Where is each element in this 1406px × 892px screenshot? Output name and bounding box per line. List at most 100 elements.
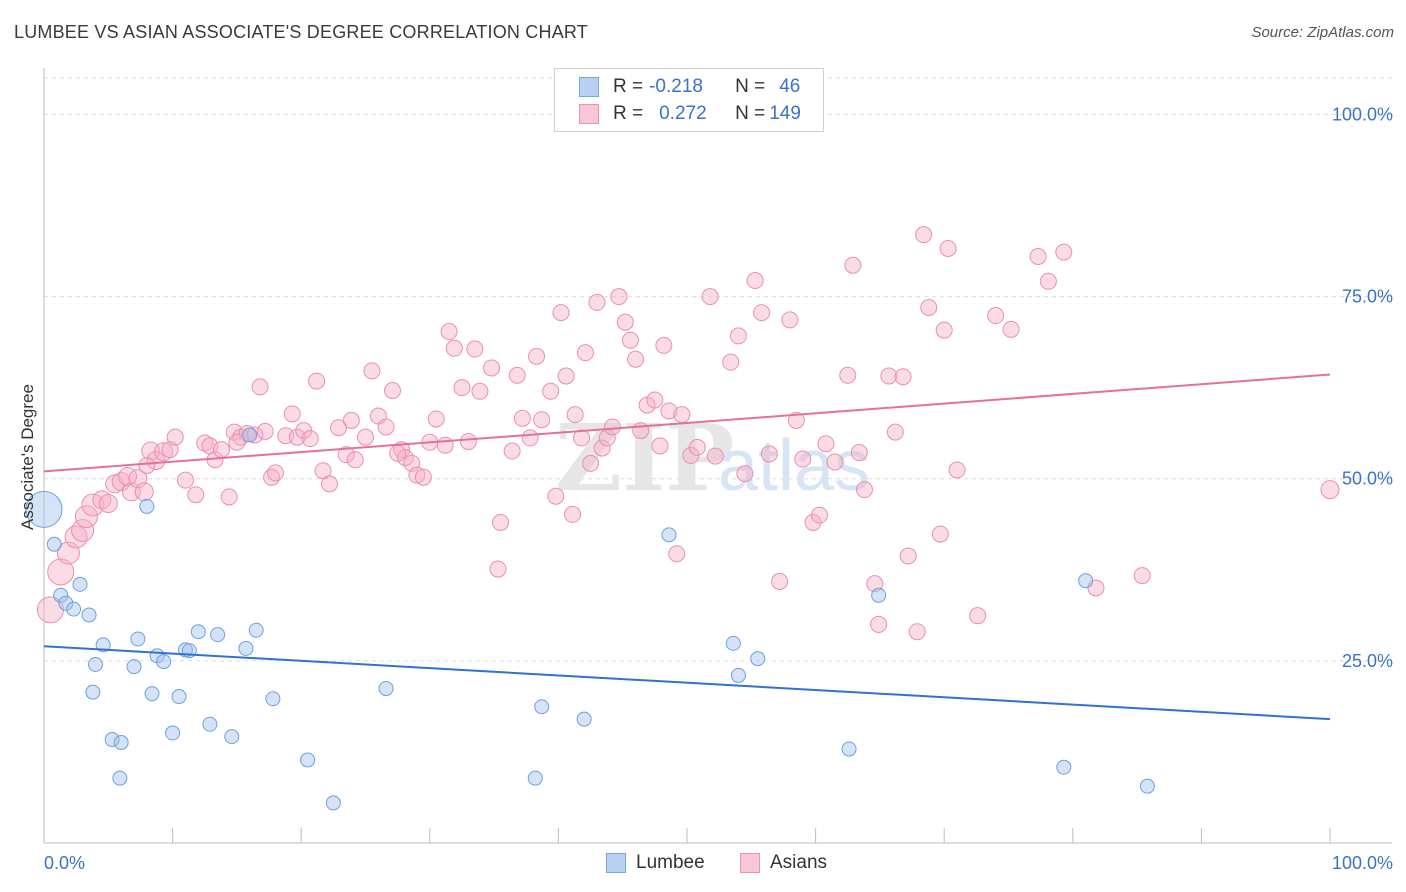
lumbee-point <box>242 427 258 443</box>
legend-n-label: N = <box>735 76 766 97</box>
asians-point <box>969 607 987 625</box>
series-lumbee-points <box>25 427 1155 811</box>
asians-r-value: 0.272 <box>659 103 707 124</box>
tick-labels: 25.0% 50.0% 75.0% 100.0% 0.0% 100.0% <box>44 104 1393 873</box>
asians-point <box>736 465 754 483</box>
asians-point <box>228 433 246 451</box>
asians-point <box>445 339 463 357</box>
asians-point <box>346 451 364 469</box>
lumbee-point <box>112 770 128 786</box>
asians-point <box>722 353 740 371</box>
asians-point <box>673 406 691 424</box>
lumbee-point <box>144 686 160 702</box>
lumbee-point <box>750 651 766 667</box>
asians-point <box>389 444 407 462</box>
stats-legend: R = -0.218 N = 46 R = 0.272 N = 149 <box>554 68 824 132</box>
asians-point <box>771 572 789 590</box>
lumbee-point <box>871 587 887 603</box>
asians-point <box>98 493 118 513</box>
asians-point <box>81 493 105 517</box>
legend-n-label: N = <box>735 103 766 124</box>
legend-r-label: R = <box>613 103 644 124</box>
asians-point <box>111 472 131 492</box>
lumbee-point <box>527 770 543 786</box>
asians-point <box>440 323 458 341</box>
asians-point <box>603 418 621 436</box>
asians-point <box>427 410 445 428</box>
asians-point <box>931 525 949 543</box>
asians-point <box>154 442 174 462</box>
y-tick-label: 50.0% <box>1342 469 1393 489</box>
asians-point <box>588 293 606 311</box>
asians-point <box>64 525 88 549</box>
lumbee-point <box>841 741 857 757</box>
lumbee-point <box>58 595 74 611</box>
asians-point <box>283 405 301 423</box>
asians-legend-swatch <box>740 853 760 873</box>
asians-point <box>646 391 664 409</box>
asians-point <box>166 428 184 446</box>
lumbee-point <box>72 576 88 592</box>
lumbee-point <box>171 689 187 705</box>
asians-point <box>688 438 706 456</box>
asians-point <box>92 490 112 510</box>
asians-point <box>1133 567 1151 585</box>
asians-point <box>266 464 284 482</box>
asians-point <box>855 481 873 499</box>
asians-point <box>1029 248 1047 265</box>
asians-point <box>810 506 828 524</box>
lumbee-point <box>104 732 120 748</box>
asians-point <box>781 311 799 329</box>
asians-point <box>701 288 719 306</box>
asians-point <box>987 307 1005 325</box>
asians-point <box>746 272 764 290</box>
asians-point <box>212 441 230 459</box>
asians-point <box>899 547 917 565</box>
asians-point <box>134 482 154 502</box>
asians-point <box>753 304 771 322</box>
asians-point <box>908 623 926 641</box>
asians-point <box>459 433 477 451</box>
asians-point <box>566 406 584 424</box>
lumbee-point <box>46 536 62 552</box>
lumbee-point <box>576 711 592 727</box>
lumbee-point <box>113 734 129 750</box>
lumbee-point <box>190 624 206 640</box>
asians-point <box>582 454 600 472</box>
asians-point <box>329 419 347 437</box>
asians-point <box>414 468 432 486</box>
asians-point <box>176 471 194 489</box>
lumbee-point <box>725 635 741 651</box>
lumbee-r-value: -0.218 <box>649 76 703 97</box>
asians-point <box>1002 320 1020 338</box>
y-tick-label: 100.0% <box>1332 104 1393 124</box>
bottom-legend-asians: Asians <box>740 852 827 874</box>
asians-point <box>363 362 381 380</box>
watermark-atlas: atlas <box>718 426 870 506</box>
asians-point <box>573 429 591 447</box>
asians-point <box>729 327 747 345</box>
y-tick-label: 75.0% <box>1342 287 1393 307</box>
asians-point <box>308 372 326 390</box>
asians-point <box>935 321 953 339</box>
asians-point <box>503 442 521 460</box>
asians-point <box>246 426 264 444</box>
lumbee-point <box>730 667 746 683</box>
asians-point <box>632 422 650 440</box>
asians-point <box>47 558 75 586</box>
lumbee-point <box>130 631 146 647</box>
legend-row-asians: R = 0.272 N = 149 <box>579 102 801 126</box>
lumbee-point <box>81 607 97 623</box>
asians-point <box>1039 272 1057 290</box>
lumbee-swatch <box>579 77 599 97</box>
asians-swatch <box>579 104 599 124</box>
asians-point <box>880 367 898 385</box>
lumbee-point <box>325 795 341 811</box>
lumbee-point <box>300 752 316 768</box>
lumbee-legend-swatch <box>606 853 626 873</box>
asians-point <box>839 366 857 384</box>
asians-point <box>489 560 507 578</box>
y-axis-label: Associate's Degree <box>18 384 37 530</box>
lumbee-point <box>53 587 69 603</box>
